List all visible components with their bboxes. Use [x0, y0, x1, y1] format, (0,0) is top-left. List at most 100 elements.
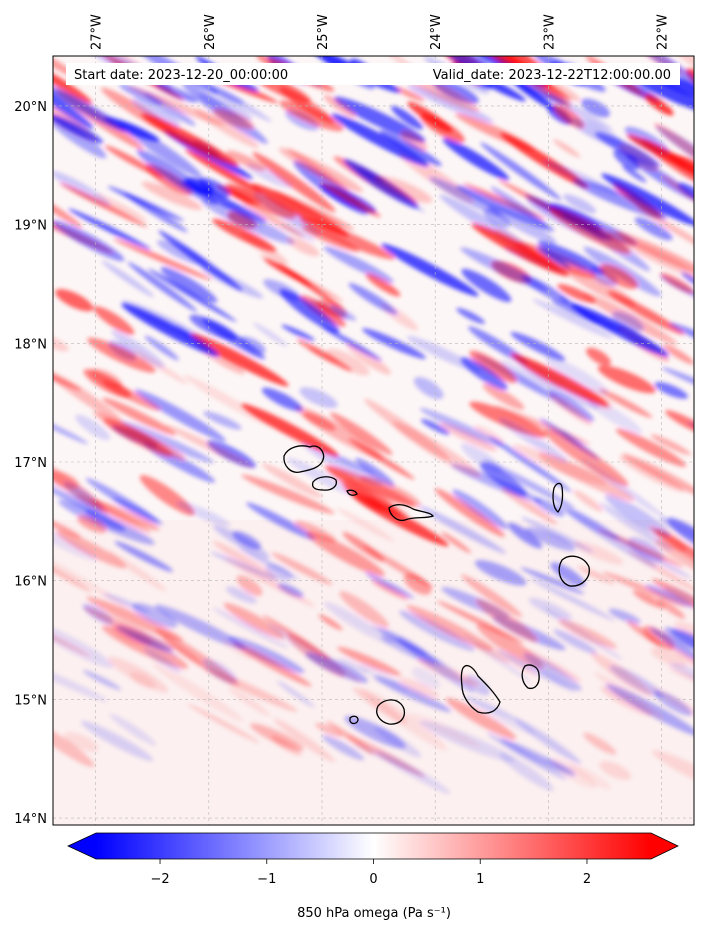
omega-streak	[542, 160, 620, 196]
omega-band	[241, 403, 339, 457]
omega-streak	[144, 335, 180, 361]
omega-streak	[53, 113, 107, 159]
omega-streak	[273, 718, 336, 763]
omega-streak	[650, 647, 687, 669]
omega-streak	[373, 175, 433, 203]
omega-streak	[420, 113, 465, 143]
omega-streak	[183, 374, 271, 426]
omega-streak	[75, 414, 111, 441]
omega-streak	[85, 477, 160, 524]
omega-streak	[143, 648, 182, 673]
colorbar: −2 −1 0 1 2 850 hPa omega (Pa s⁻¹)	[67, 832, 679, 921]
omega-streak	[246, 502, 316, 540]
omega-streak	[299, 387, 338, 409]
colorbar-tick-label: 1	[476, 872, 484, 887]
omega-streak	[406, 335, 482, 373]
omega-streak	[549, 207, 631, 254]
omega-streak	[480, 142, 562, 201]
omega-streak	[53, 85, 127, 132]
omega-streak	[608, 608, 641, 624]
lon-tick-label: 26°W	[203, 14, 218, 50]
omega-streak	[362, 328, 426, 359]
omega-streak	[345, 161, 425, 213]
omega-streak	[241, 201, 305, 238]
omega-band	[511, 353, 609, 407]
omega-streak	[669, 662, 694, 697]
omega-streak	[101, 260, 155, 298]
omega-streak	[655, 126, 694, 182]
omega-streak	[559, 429, 584, 448]
omega-streak	[330, 412, 393, 455]
colorbar-outline	[67, 832, 679, 860]
lat-tick-label: 18°N	[14, 337, 47, 352]
omega-streak	[286, 457, 354, 495]
omega-streak	[212, 607, 289, 649]
omega-streak	[226, 150, 266, 171]
omega-streak	[134, 389, 226, 442]
colorbar-tick-label: −2	[150, 872, 169, 887]
omega-streak	[604, 494, 671, 538]
omega-streak	[632, 590, 666, 609]
omega-streak	[607, 230, 635, 248]
omega-streak	[552, 139, 581, 158]
omega-streak	[537, 241, 606, 275]
omega-streak	[379, 130, 442, 167]
omega-streak	[528, 597, 573, 620]
omega-streak	[187, 703, 260, 744]
omega-streak	[118, 83, 163, 106]
omega-streak	[86, 596, 184, 642]
omega-streak	[482, 383, 525, 410]
omega-streak	[436, 600, 524, 644]
omega-streak	[197, 93, 253, 121]
omega-streak	[654, 382, 689, 399]
omega-streak	[221, 639, 253, 660]
omega-streak	[671, 629, 694, 666]
omega-streak	[56, 530, 127, 569]
omega-streak	[63, 732, 99, 752]
omega-streak	[93, 411, 186, 460]
omega-streak	[636, 206, 694, 261]
omega-streak	[261, 387, 303, 412]
omega-streak	[578, 566, 615, 585]
omega-streak	[107, 550, 167, 592]
omega-streak	[179, 180, 267, 223]
omega-streak	[394, 86, 425, 102]
omega-streak	[354, 743, 427, 778]
island-boa-vista	[558, 555, 590, 587]
omega-streak	[659, 517, 694, 549]
omega-streak	[323, 601, 393, 645]
omega-band	[191, 333, 289, 387]
omega-streak	[581, 98, 610, 118]
omega-streak	[397, 636, 475, 693]
omega-streak	[432, 79, 479, 104]
omega-streak	[241, 474, 335, 514]
omega-streak	[90, 499, 160, 531]
omega-streak	[53, 555, 131, 610]
omega-streak	[400, 130, 428, 151]
omega-streak	[461, 268, 512, 302]
omega-streak	[419, 720, 516, 763]
omega-streak	[499, 418, 568, 462]
omega-streak	[590, 652, 653, 697]
omega-streak	[398, 677, 440, 699]
omega-band	[141, 113, 239, 167]
omega-streak	[434, 488, 505, 537]
omega-streak	[127, 85, 225, 126]
omega-streak	[599, 388, 653, 419]
omega-streak	[102, 380, 161, 411]
start-date-label: Start date: 2023-12-20_00:00:00	[74, 68, 288, 83]
omega-streak	[549, 394, 592, 426]
omega-streak	[573, 490, 603, 512]
omega-streak	[674, 621, 694, 647]
omega-streak	[439, 422, 497, 452]
omega-streak	[622, 165, 647, 183]
lat-tick-label: 19°N	[14, 219, 47, 234]
omega-band	[571, 303, 669, 357]
omega-streak	[326, 720, 374, 755]
omega-streak	[287, 236, 320, 257]
island-sao-nicolau	[388, 504, 435, 522]
omega-field	[53, 56, 694, 825]
omega-streak	[452, 489, 508, 529]
omega-band	[251, 183, 349, 237]
